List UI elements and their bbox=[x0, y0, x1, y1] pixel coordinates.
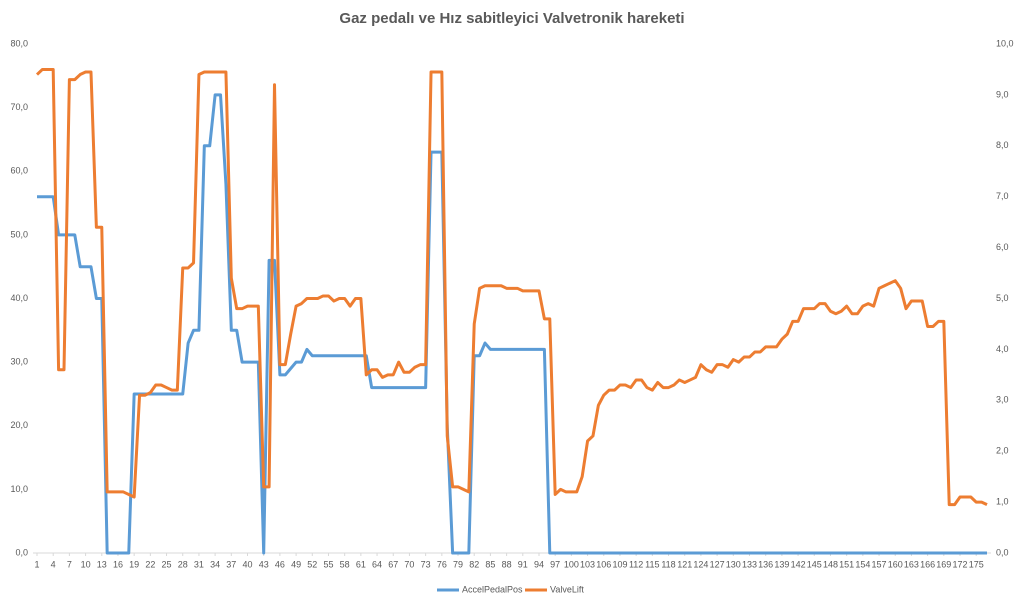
y2-tick-label: 0,0 bbox=[996, 547, 1009, 557]
x-tick-label: 115 bbox=[645, 559, 659, 569]
x-tick-label: 1 bbox=[34, 559, 39, 569]
y2-tick-label: 7,0 bbox=[996, 191, 1009, 201]
y-tick-label: 10,0 bbox=[10, 484, 28, 494]
y2-tick-label: 5,0 bbox=[996, 293, 1009, 303]
series-line bbox=[37, 93, 987, 555]
x-tick-label: 124 bbox=[693, 559, 708, 569]
legend-label: AccelPedalPos bbox=[462, 584, 523, 594]
x-tick-label: 79 bbox=[453, 559, 463, 569]
x-tick-label: 28 bbox=[178, 559, 188, 569]
x-tick-label: 85 bbox=[485, 559, 495, 569]
x-tick-label: 142 bbox=[791, 559, 806, 569]
x-tick-label: 91 bbox=[518, 559, 528, 569]
x-tick-label: 160 bbox=[888, 559, 903, 569]
x-tick-label: 82 bbox=[469, 559, 479, 569]
x-tick-label: 112 bbox=[629, 559, 643, 569]
x-tick-label: 31 bbox=[194, 559, 204, 569]
x-tick-label: 118 bbox=[661, 559, 675, 569]
x-tick-label: 154 bbox=[855, 559, 870, 569]
x-tick-label: 97 bbox=[550, 559, 560, 569]
x-tick-label: 37 bbox=[226, 559, 236, 569]
x-tick-label: 22 bbox=[145, 559, 155, 569]
y-tick-label: 80,0 bbox=[10, 38, 28, 48]
y-tick-label: 0,0 bbox=[15, 547, 28, 557]
x-tick-label: 148 bbox=[823, 559, 838, 569]
x-tick-label: 52 bbox=[307, 559, 317, 569]
x-tick-label: 13 bbox=[97, 559, 107, 569]
x-tick-label: 172 bbox=[952, 559, 967, 569]
x-tick-label: 100 bbox=[564, 559, 579, 569]
x-tick-label: 43 bbox=[259, 559, 269, 569]
y2-tick-label: 1,0 bbox=[996, 496, 1009, 506]
x-tick-label: 46 bbox=[275, 559, 285, 569]
x-tick-label: 127 bbox=[710, 559, 725, 569]
x-tick-label: 61 bbox=[356, 559, 366, 569]
y-tick-label: 60,0 bbox=[10, 166, 28, 176]
chart-title: Gaz pedalı ve Hız sabitleyici Valvetroni… bbox=[339, 10, 684, 27]
x-tick-label: 34 bbox=[210, 559, 220, 569]
x-tick-label: 169 bbox=[936, 559, 951, 569]
y-tick-label: 50,0 bbox=[10, 229, 28, 239]
y2-tick-label: 9,0 bbox=[996, 89, 1009, 99]
y-tick-label: 40,0 bbox=[10, 293, 28, 303]
legend-label: ValveLift bbox=[550, 584, 584, 594]
x-tick-label: 40 bbox=[243, 559, 253, 569]
y-tick-label: 70,0 bbox=[10, 102, 28, 112]
y2-tick-label: 2,0 bbox=[996, 446, 1009, 456]
x-tick-label: 106 bbox=[596, 559, 611, 569]
x-tick-label: 166 bbox=[920, 559, 935, 569]
x-tick-label: 94 bbox=[534, 559, 544, 569]
x-tick-label: 163 bbox=[904, 559, 919, 569]
x-tick-label: 109 bbox=[612, 559, 627, 569]
x-tick-label: 121 bbox=[677, 559, 692, 569]
y2-tick-label: 3,0 bbox=[996, 395, 1009, 405]
x-tick-label: 64 bbox=[372, 559, 382, 569]
x-tick-label: 73 bbox=[421, 559, 431, 569]
x-tick-label: 19 bbox=[129, 559, 139, 569]
y2-tick-label: 8,0 bbox=[996, 140, 1009, 150]
x-tick-label: 139 bbox=[774, 559, 789, 569]
x-tick-label: 70 bbox=[404, 559, 414, 569]
x-tick-label: 25 bbox=[162, 559, 172, 569]
y-tick-label: 30,0 bbox=[10, 357, 28, 367]
x-tick-label: 10 bbox=[81, 559, 91, 569]
x-tick-label: 4 bbox=[51, 559, 56, 569]
x-tick-label: 145 bbox=[807, 559, 822, 569]
x-tick-label: 58 bbox=[340, 559, 350, 569]
y2-tick-label: 10,0 bbox=[996, 38, 1014, 48]
x-tick-label: 157 bbox=[872, 559, 887, 569]
x-tick-label: 130 bbox=[726, 559, 741, 569]
y2-tick-label: 4,0 bbox=[996, 344, 1009, 354]
y2-tick-label: 6,0 bbox=[996, 242, 1009, 252]
y-tick-label: 20,0 bbox=[10, 420, 28, 430]
x-tick-label: 136 bbox=[758, 559, 773, 569]
x-tick-label: 151 bbox=[839, 559, 854, 569]
x-tick-label: 175 bbox=[969, 559, 984, 569]
x-tick-label: 55 bbox=[323, 559, 333, 569]
x-tick-label: 16 bbox=[113, 559, 123, 569]
x-tick-label: 49 bbox=[291, 559, 301, 569]
x-tick-label: 88 bbox=[502, 559, 512, 569]
x-tick-label: 133 bbox=[742, 559, 757, 569]
series-line bbox=[35, 67, 988, 507]
x-tick-label: 103 bbox=[580, 559, 595, 569]
x-tick-label: 67 bbox=[388, 559, 398, 569]
x-tick-label: 7 bbox=[67, 559, 72, 569]
x-tick-label: 76 bbox=[437, 559, 447, 569]
